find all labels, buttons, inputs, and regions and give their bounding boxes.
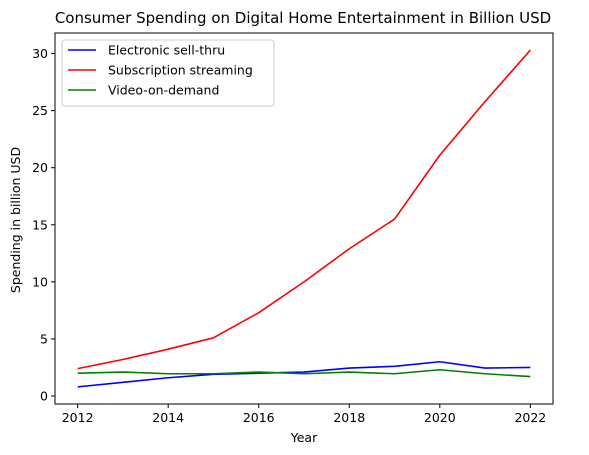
legend-label-electronic-sell-thru: Electronic sell-thru bbox=[108, 43, 225, 58]
legend-label-video-on-demand: Video-on-demand bbox=[108, 83, 219, 98]
y-tick-label: 30 bbox=[32, 46, 48, 61]
legend-label-subscription-streaming: Subscription streaming bbox=[108, 63, 253, 78]
series-line-electronic-sell-thru bbox=[77, 360, 531, 388]
y-tick-label: 25 bbox=[32, 103, 48, 118]
series-layer bbox=[77, 49, 531, 388]
y-tick-label: 0 bbox=[40, 389, 48, 404]
x-tick-label: 2020 bbox=[424, 410, 456, 425]
legend: Electronic sell-thru Subscription streami… bbox=[61, 39, 275, 107]
legend-box bbox=[61, 39, 275, 107]
x-tick-label: 2018 bbox=[333, 410, 365, 425]
series-line-subscription-streaming bbox=[77, 49, 531, 370]
x-tick-label: 2012 bbox=[62, 410, 94, 425]
plot-frame bbox=[54, 32, 554, 405]
y-axis-label: Spending in billion USD bbox=[8, 147, 23, 293]
x-tick-label: 2014 bbox=[152, 410, 184, 425]
y-tick-label: 15 bbox=[32, 217, 48, 232]
y-tick-label: 10 bbox=[32, 274, 48, 289]
y-tick-label: 5 bbox=[40, 331, 48, 346]
series-line-video-on-demand bbox=[77, 368, 531, 378]
y-tick-label: 20 bbox=[32, 160, 48, 175]
x-tick-label: 2016 bbox=[243, 410, 275, 425]
x-tick-label: 2022 bbox=[514, 410, 546, 425]
chart-title: Consumer Spending on Digital Home Entert… bbox=[55, 9, 551, 27]
ticks-layer: 2012 2014 2016 2018 2020 2022 0 5 10 15 20 25 30 bbox=[32, 46, 546, 425]
x-axis-label: Year bbox=[290, 430, 318, 445]
